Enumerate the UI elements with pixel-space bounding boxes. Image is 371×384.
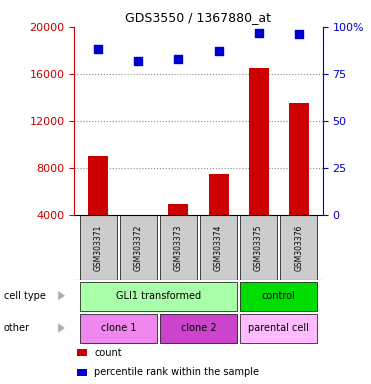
Bar: [240, 215, 277, 280]
Bar: [209, 174, 229, 215]
Text: other: other: [4, 323, 30, 333]
Bar: [200, 215, 237, 280]
Bar: [80, 282, 237, 311]
Text: GSM303371: GSM303371: [94, 225, 103, 271]
Bar: [249, 68, 269, 215]
Bar: [280, 215, 317, 280]
Point: [175, 56, 181, 62]
Bar: [80, 215, 117, 280]
Text: GLI1 transformed: GLI1 transformed: [116, 291, 201, 301]
Bar: [80, 314, 157, 343]
Bar: [168, 204, 188, 215]
Text: GSM303374: GSM303374: [214, 224, 223, 271]
Bar: [160, 215, 197, 280]
Text: GSM303373: GSM303373: [174, 224, 183, 271]
Text: control: control: [262, 291, 296, 301]
Point: [95, 46, 101, 53]
Bar: [120, 215, 157, 280]
Text: percentile rank within the sample: percentile rank within the sample: [94, 367, 259, 377]
Text: cell type: cell type: [4, 291, 46, 301]
Text: clone 1: clone 1: [101, 323, 136, 333]
Bar: [77, 349, 87, 356]
Bar: [88, 156, 108, 215]
Bar: [77, 369, 87, 376]
Point: [216, 48, 221, 55]
Bar: [240, 282, 317, 311]
Title: GDS3550 / 1367880_at: GDS3550 / 1367880_at: [125, 11, 272, 24]
Text: clone 2: clone 2: [181, 323, 216, 333]
Text: GSM303376: GSM303376: [294, 224, 303, 271]
Text: GSM303372: GSM303372: [134, 225, 143, 271]
Bar: [160, 314, 237, 343]
Point: [296, 31, 302, 38]
Point: [256, 30, 262, 36]
Text: count: count: [94, 348, 122, 358]
Text: parental cell: parental cell: [248, 323, 309, 333]
Bar: [289, 103, 309, 215]
Bar: [240, 314, 317, 343]
Point: [135, 58, 141, 64]
Text: GSM303375: GSM303375: [254, 224, 263, 271]
Bar: [128, 215, 148, 221]
